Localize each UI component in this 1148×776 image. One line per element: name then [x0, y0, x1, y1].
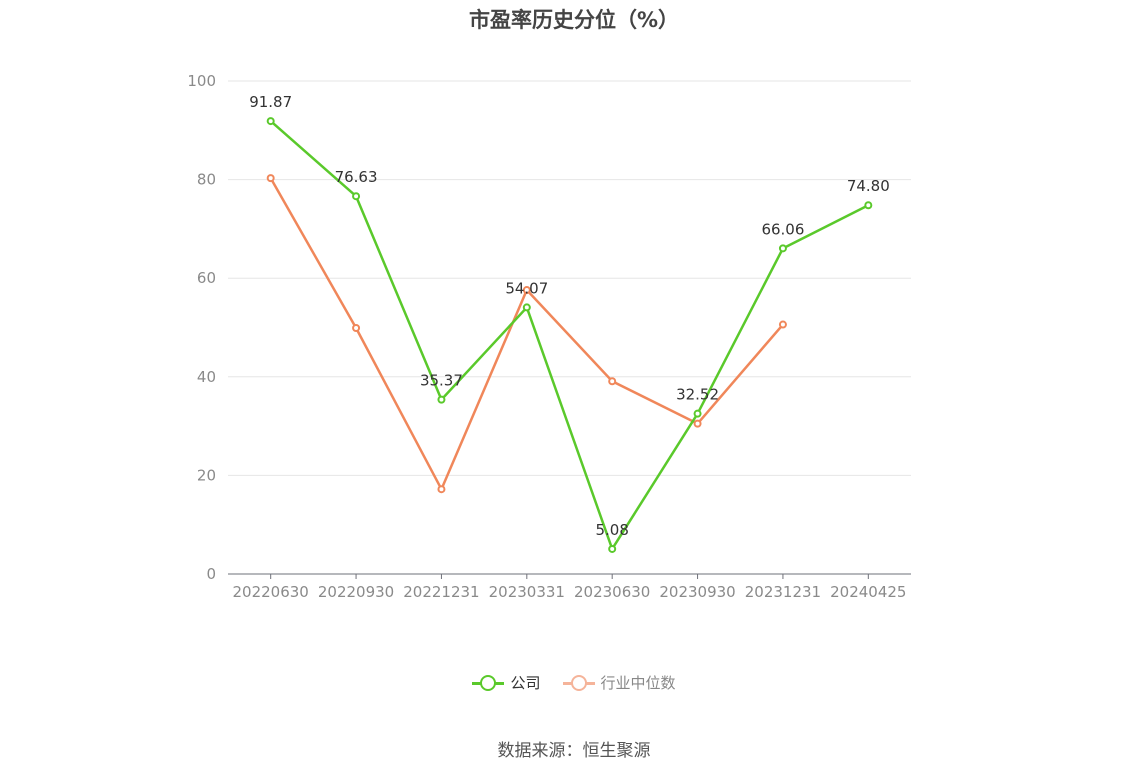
- data-point-industry-median: [522, 286, 531, 295]
- legend-swatch-industry-median-icon: [562, 674, 595, 691]
- x-tick-label: 20220630: [233, 583, 309, 601]
- chart-title: 市盈率历史分位（%）: [468, 8, 680, 32]
- series-line-industry-median: [269, 177, 784, 491]
- data-label-company: 74.80: [847, 177, 890, 195]
- data-label-company: 5.08: [595, 521, 628, 539]
- data-point-industry-median: [693, 419, 702, 428]
- data-point-company: [437, 395, 446, 404]
- legend-item-company[interactable]: 公司: [472, 672, 541, 693]
- data-point-industry-median: [352, 323, 361, 332]
- data-point-company: [266, 117, 275, 126]
- legend-label-company: 公司: [510, 674, 541, 692]
- data-source-note: 数据来源：恒生聚源: [497, 741, 651, 761]
- legend: 公司 行业中位数: [0, 672, 1148, 693]
- y-tick-label: 20: [197, 466, 216, 484]
- legend-swatch-company-icon: [472, 674, 505, 691]
- y-tick-label: 40: [197, 368, 216, 386]
- data-point-company: [608, 544, 617, 553]
- data-label-company: 66.06: [761, 220, 804, 238]
- legend-item-industry-median[interactable]: 行业中位数: [562, 672, 676, 693]
- x-tick-label: 20231231: [745, 583, 821, 601]
- y-tick-label: 0: [206, 565, 216, 583]
- data-label-company: 35.37: [420, 372, 463, 390]
- x-tick-label: 20230930: [659, 583, 735, 601]
- data-point-company: [522, 303, 531, 312]
- data-label-company: 91.87: [249, 93, 292, 111]
- data-point-industry-median: [778, 320, 787, 329]
- x-tick-label: 20230331: [489, 583, 565, 601]
- data-label-company: 54.07: [505, 279, 548, 297]
- data-point-industry-median: [437, 485, 446, 494]
- series-line-company: [269, 120, 869, 551]
- data-label-company: 76.63: [335, 168, 378, 186]
- x-tick-label: 20240425: [830, 583, 906, 601]
- y-tick-label: 80: [197, 171, 216, 189]
- x-tick-label: 20221231: [403, 583, 479, 601]
- y-tick-label: 60: [197, 269, 216, 287]
- data-point-company: [352, 192, 361, 201]
- y-tick-label: 100: [187, 72, 216, 90]
- data-point-industry-median: [266, 174, 275, 183]
- data-point-company: [864, 201, 873, 210]
- x-tick-label: 20220930: [318, 583, 394, 601]
- data-point-company: [778, 244, 787, 253]
- data-label-company: 32.52: [676, 386, 719, 404]
- legend-label-industry-median: 行业中位数: [600, 674, 676, 692]
- data-point-industry-median: [608, 377, 617, 386]
- data-point-company: [693, 409, 702, 418]
- x-tick-label: 20230630: [574, 583, 650, 601]
